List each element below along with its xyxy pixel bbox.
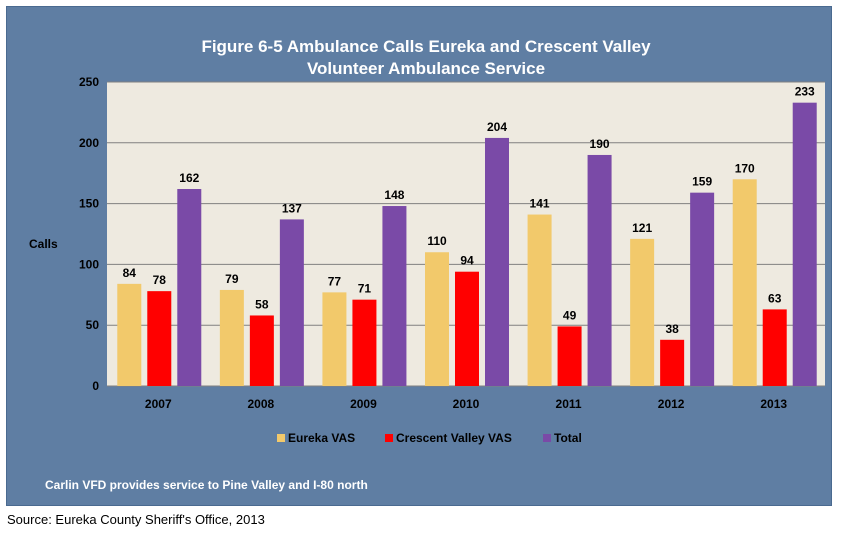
y-tick-label: 250 xyxy=(79,75,99,89)
y-tick-label: 100 xyxy=(79,257,99,271)
data-label: 79 xyxy=(225,272,239,286)
chart-note: Carlin VFD provides service to Pine Vall… xyxy=(45,478,368,492)
bar-total-2012 xyxy=(690,192,715,386)
chart-svg: Figure 6-5 Ambulance Calls Eureka and Cr… xyxy=(29,37,825,492)
y-axis-label: Calls xyxy=(29,237,58,251)
bar-crescent-valley-vas-2009 xyxy=(352,299,377,386)
bar-crescent-valley-vas-2010 xyxy=(455,271,479,386)
bar-total-2013 xyxy=(792,102,817,386)
x-tick-label: 2008 xyxy=(248,397,275,411)
legend-swatch-total xyxy=(543,434,551,442)
legend-swatch-crescent-valley-vas xyxy=(385,434,393,442)
x-tick-label: 2013 xyxy=(760,397,787,411)
chart-title-line-1: Figure 6-5 Ambulance Calls Eureka and Cr… xyxy=(201,37,651,56)
bar-eureka-vas-2012 xyxy=(630,238,655,386)
legend: Eureka VAS Crescent Valley VAS Total xyxy=(277,431,582,445)
bar-total-2009 xyxy=(382,206,407,386)
bar-crescent-valley-vas-2013 xyxy=(762,309,787,386)
bar-eureka-vas-2009 xyxy=(322,292,347,386)
data-label: 63 xyxy=(768,291,782,305)
source-caption: Source: Eureka County Sheriff's Office, … xyxy=(7,512,265,527)
data-label: 148 xyxy=(384,188,404,202)
data-label: 159 xyxy=(692,175,712,189)
x-tick-label: 2010 xyxy=(453,397,480,411)
x-tick-label: 2012 xyxy=(658,397,685,411)
x-axis-ticks: 2007 2008 2009 2010 2011 2012 2013 xyxy=(145,397,787,411)
bars: 84 78 162 79 58 137 77 71 148 110 94 204 141 49 190 121… xyxy=(117,85,817,386)
y-tick-label: 50 xyxy=(86,318,100,332)
bar-eureka-vas-2008 xyxy=(219,289,244,386)
data-label: 137 xyxy=(282,201,302,215)
bar-total-2011 xyxy=(587,154,612,386)
y-tick-label: 200 xyxy=(79,136,99,150)
data-label: 121 xyxy=(632,221,652,235)
data-label: 78 xyxy=(153,273,167,287)
data-label: 141 xyxy=(530,197,550,211)
data-label: 110 xyxy=(427,234,447,248)
data-label: 190 xyxy=(590,137,610,151)
data-label: 77 xyxy=(328,274,342,288)
bar-eureka-vas-2013 xyxy=(732,179,757,386)
x-tick-label: 2007 xyxy=(145,397,172,411)
x-tick-label: 2011 xyxy=(556,397,582,411)
data-label: 170 xyxy=(735,161,755,175)
bar-crescent-valley-vas-2011 xyxy=(557,326,582,386)
bar-total-2010 xyxy=(485,137,509,386)
data-label: 94 xyxy=(460,254,474,268)
bar-crescent-valley-vas-2008 xyxy=(249,315,274,386)
bar-eureka-vas-2011 xyxy=(527,214,552,386)
bar-crescent-valley-vas-2012 xyxy=(660,339,685,386)
chart-title-line-2: Volunteer Ambulance Service xyxy=(307,59,545,78)
legend-label: Total xyxy=(554,431,582,445)
data-label: 162 xyxy=(179,171,199,185)
bar-eureka-vas-2007 xyxy=(117,283,142,386)
data-label: 233 xyxy=(795,85,815,99)
legend-label: Eureka VAS xyxy=(288,431,355,445)
data-label: 71 xyxy=(358,282,372,296)
y-axis-ticks: 0 50 100 150 200 250 xyxy=(79,75,99,393)
data-label: 204 xyxy=(487,120,507,134)
bar-crescent-valley-vas-2007 xyxy=(147,291,172,386)
data-label: 84 xyxy=(123,266,137,280)
data-label: 38 xyxy=(665,322,679,336)
bar-total-2008 xyxy=(279,219,304,386)
chart-frame: Figure 6-5 Ambulance Calls Eureka and Cr… xyxy=(6,6,832,506)
y-tick-label: 150 xyxy=(79,197,99,211)
data-label: 58 xyxy=(255,297,269,311)
x-tick-label: 2009 xyxy=(350,397,377,411)
legend-swatch-eureka-vas xyxy=(277,434,285,442)
data-label: 49 xyxy=(563,308,577,322)
legend-label: Crescent Valley VAS xyxy=(396,431,512,445)
y-tick-label: 0 xyxy=(92,379,99,393)
bar-eureka-vas-2010 xyxy=(425,252,449,386)
bar-total-2007 xyxy=(177,189,202,386)
